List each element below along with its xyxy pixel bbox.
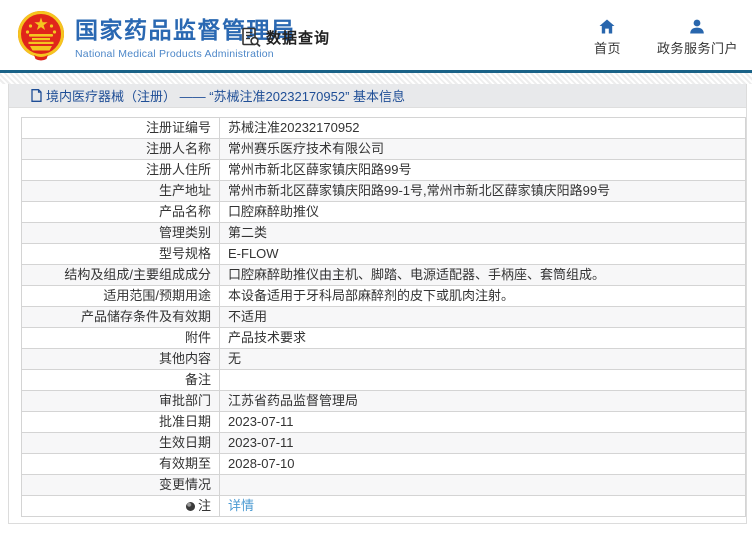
content-panel: 境内医疗器械（注册） —— “苏械注准20232170952” 基本信息 注册证… — [8, 84, 747, 524]
field-value: 2028-07-10 — [219, 453, 746, 475]
field-value — [219, 369, 746, 391]
table-row: 型号规格 E-FLOW — [21, 243, 746, 265]
table-row: 备注 — [21, 369, 746, 391]
table-row: 适用范围/预期用途 本设备适用于牙科局部麻醉剂的皮下或肌肉注射。 — [21, 285, 746, 307]
brand: 国家药品监督管理局 National Medical Products Admi… — [16, 9, 296, 61]
field-label: 其他内容 — [21, 348, 220, 370]
table-row: 产品储存条件及有效期 不适用 — [21, 306, 746, 328]
detail-link[interactable]: 详情 — [228, 498, 255, 513]
field-value: 第二类 — [219, 222, 746, 244]
header-divider — [0, 70, 752, 73]
note-icon — [185, 502, 195, 511]
field-label: 批准日期 — [21, 411, 220, 433]
field-value — [219, 474, 746, 496]
field-label: 有效期至 — [21, 453, 220, 475]
field-label: 备注 — [21, 369, 220, 391]
site-header: 国家药品监督管理局 National Medical Products Admi… — [0, 0, 752, 70]
data-query-icon — [242, 27, 261, 48]
breadcrumb-text: 境内医疗器械（注册） —— “苏械注准20232170952” 基本信息 — [46, 89, 406, 104]
nav-label: 首页 — [593, 41, 621, 56]
data-query-label: 数据查询 — [266, 30, 331, 47]
field-label: 适用范围/预期用途 — [21, 285, 220, 307]
field-label: 注 — [21, 495, 220, 517]
nav-label: 政务服务门户 — [656, 41, 738, 56]
table-row: 变更情况 — [21, 474, 746, 496]
field-value: 江苏省药品监督管理局 — [219, 390, 746, 412]
field-value: 无 — [219, 348, 746, 370]
field-label: 产品名称 — [21, 201, 220, 223]
field-value: 苏械注准20232170952 — [219, 117, 746, 139]
nav-item-home[interactable]: 首页 — [594, 19, 621, 57]
field-label: 管理类别 — [21, 222, 220, 244]
document-icon — [31, 89, 42, 102]
table-row: 产品名称 口腔麻醉助推仪 — [21, 201, 746, 223]
table-row: 生效日期 2023-07-11 — [21, 432, 746, 454]
site-subtitle: National Medical Products Administration — [75, 47, 274, 60]
field-value: 本设备适用于牙科局部麻醉剂的皮下或肌肉注射。 — [219, 285, 746, 307]
table-row: 管理类别 第二类 — [21, 222, 746, 244]
table-row: 注详情 — [21, 495, 746, 517]
field-label: 生效日期 — [21, 432, 220, 454]
table-row: 注册人住所 常州市新北区薛家镇庆阳路99号 — [21, 159, 746, 181]
field-value: 2023-07-11 — [219, 432, 746, 454]
table-row: 其他内容无 — [21, 348, 746, 370]
field-value: 产品技术要求 — [219, 327, 746, 349]
table-row: 注册人名称 常州赛乐医疗技术有限公司 — [21, 138, 746, 160]
info-table-wrap: 注册证编号 苏械注准20232170952 注册人名称 常州赛乐医疗技术有限公司 注册人… — [9, 108, 746, 517]
home-icon — [599, 19, 615, 34]
table-row: 结构及组成/主要组成成分 口腔麻醉助推仪由主机、脚踏、电源适配器、手柄座、套筒组成… — [21, 264, 746, 286]
user-icon — [690, 19, 705, 34]
hatch-strip — [0, 73, 752, 84]
field-value: 详情 — [219, 495, 746, 517]
table-row: 有效期至 2028-07-10 — [21, 453, 746, 475]
field-label: 注册人名称 — [21, 138, 220, 160]
national-emblem-icon — [18, 11, 64, 61]
top-nav: 首页 政务服务门户 — [594, 19, 738, 57]
field-value: E-FLOW — [219, 243, 746, 265]
field-value: 常州赛乐医疗技术有限公司 — [219, 138, 746, 160]
field-value: 口腔麻醉助推仪由主机、脚踏、电源适配器、手柄座、套筒组成。 — [219, 264, 746, 286]
info-table-body: 注册证编号 苏械注准20232170952 注册人名称 常州赛乐医疗技术有限公司 注册人… — [21, 117, 746, 517]
field-label: 注册证编号 — [21, 117, 220, 139]
field-value: 常州市新北区薛家镇庆阳路99号 — [219, 159, 746, 181]
field-label: 产品储存条件及有效期 — [21, 306, 220, 328]
table-row: 注册证编号 苏械注准20232170952 — [21, 117, 746, 139]
field-label: 附件 — [21, 327, 220, 349]
data-query-section[interactable]: 数据查询 — [241, 27, 330, 48]
field-value: 口腔麻醉助推仪 — [219, 201, 746, 223]
field-value: 常州市新北区薛家镇庆阳路99-1号,常州市新北区薛家镇庆阳路99号 — [219, 180, 746, 202]
field-value: 2023-07-11 — [219, 411, 746, 433]
nav-item-portal[interactable]: 政务服务门户 — [657, 19, 738, 57]
info-table: 注册证编号 苏械注准20232170952 注册人名称 常州赛乐医疗技术有限公司 注册人… — [21, 117, 746, 517]
table-row: 生产地址 常州市新北区薛家镇庆阳路99-1号,常州市新北区薛家镇庆阳路99号 — [21, 180, 746, 202]
field-label: 生产地址 — [21, 180, 220, 202]
breadcrumb: 境内医疗器械（注册） —— “苏械注准20232170952” 基本信息 — [9, 84, 746, 108]
table-row: 批准日期 2023-07-11 — [21, 411, 746, 433]
field-label: 结构及组成/主要组成成分 — [21, 264, 220, 286]
table-row: 附件 产品技术要求 — [21, 327, 746, 349]
field-label: 型号规格 — [21, 243, 220, 265]
field-label: 审批部门 — [21, 390, 220, 412]
field-value: 不适用 — [219, 306, 746, 328]
field-label: 变更情况 — [21, 474, 220, 496]
field-label: 注册人住所 — [21, 159, 220, 181]
table-row: 审批部门 江苏省药品监督管理局 — [21, 390, 746, 412]
